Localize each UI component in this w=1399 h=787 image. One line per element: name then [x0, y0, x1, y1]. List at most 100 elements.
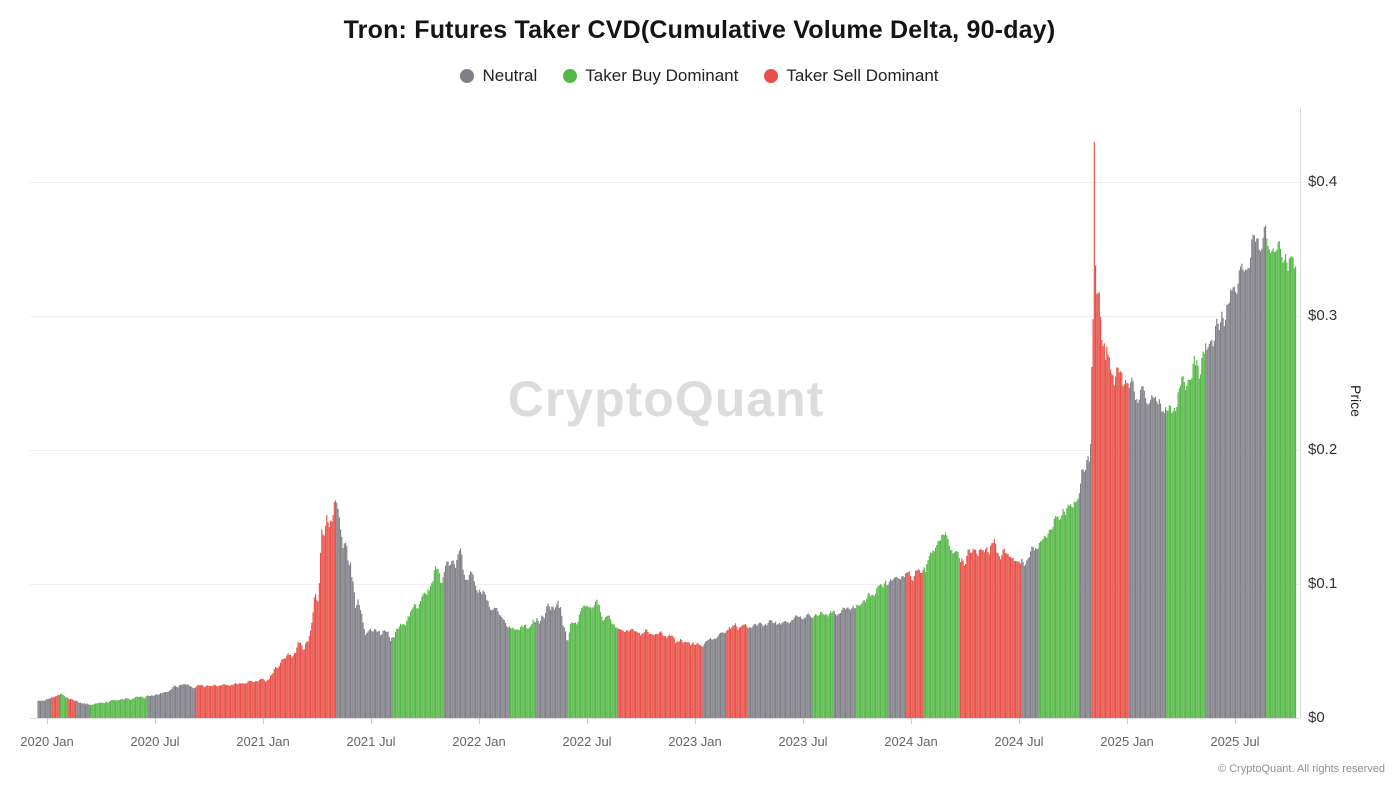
price-bar	[848, 609, 850, 718]
price-bar	[111, 700, 113, 718]
price-bar	[592, 607, 594, 718]
price-bar	[1253, 235, 1255, 718]
legend-item-neutral[interactable]: Neutral	[460, 66, 537, 86]
price-bar	[686, 642, 688, 718]
price-bar	[72, 699, 74, 718]
price-bar	[95, 703, 97, 718]
price-bar	[433, 570, 435, 718]
price-bar	[502, 619, 504, 718]
price-bar	[407, 616, 409, 718]
legend-label: Neutral	[482, 66, 538, 85]
price-bar	[832, 610, 834, 718]
price-bar	[1223, 326, 1225, 718]
price-bar	[161, 693, 163, 718]
price-bar	[326, 515, 328, 718]
price-bar	[1227, 304, 1229, 718]
price-bar	[307, 641, 309, 718]
price-bar	[800, 616, 802, 718]
price-bar	[285, 658, 287, 718]
price-bar	[41, 700, 43, 718]
y-tick-label: $0.4	[1308, 173, 1338, 190]
price-bar	[508, 626, 510, 718]
price-bar	[1056, 516, 1058, 718]
price-bar	[837, 614, 839, 718]
price-bar	[485, 594, 487, 718]
price-bar	[120, 699, 122, 718]
price-bar	[861, 603, 863, 718]
price-bar	[1275, 251, 1277, 718]
price-bar	[1026, 560, 1028, 718]
price-bar	[890, 579, 892, 718]
price-bar	[1191, 378, 1193, 718]
price-bar	[986, 547, 988, 718]
price-bar	[1011, 558, 1013, 718]
price-bar	[1067, 504, 1069, 718]
price-bar	[377, 631, 379, 718]
price-bar	[635, 631, 637, 718]
price-bar	[917, 569, 919, 718]
price-bar	[351, 577, 353, 718]
plot-area[interactable]: CryptoQuant	[30, 108, 1302, 726]
price-bar	[137, 697, 139, 718]
price-bar	[345, 542, 347, 718]
price-bar	[132, 698, 134, 718]
price-bar	[1000, 559, 1002, 718]
price-bar	[773, 623, 775, 718]
price-bar	[616, 627, 618, 718]
price-bar	[446, 561, 448, 718]
legend-item-taker-buy-dominant[interactable]: Taker Buy Dominant	[563, 66, 738, 86]
price-bar	[246, 683, 248, 718]
price-bar	[571, 622, 573, 718]
price-bar	[1221, 311, 1223, 718]
price-bar	[1243, 271, 1245, 718]
price-bar	[993, 538, 995, 718]
price-bar	[196, 685, 198, 718]
price-bar	[496, 608, 498, 718]
price-bar	[447, 561, 449, 718]
price-bar	[1176, 407, 1178, 718]
price-bar	[316, 599, 318, 718]
price-bar	[811, 617, 813, 718]
price-bar	[240, 683, 242, 718]
price-bar	[990, 545, 992, 718]
price-bar	[736, 626, 738, 718]
price-bar	[430, 585, 432, 718]
price-bar	[171, 689, 173, 718]
price-bar	[701, 646, 703, 718]
price-bar	[1241, 263, 1243, 718]
price-bar	[1251, 239, 1253, 718]
price-bar	[1200, 374, 1202, 718]
price-bar	[498, 614, 500, 718]
price-bar	[390, 641, 392, 718]
price-bar	[926, 564, 928, 718]
legend-item-taker-sell-dominant[interactable]: Taker Sell Dominant	[764, 66, 939, 86]
price-bar	[756, 625, 758, 718]
price-bar	[1186, 385, 1188, 718]
price-bar	[1258, 249, 1260, 719]
price-bar	[328, 527, 330, 718]
price-bar	[886, 585, 888, 718]
price-bar	[1212, 346, 1214, 718]
price-bar	[835, 614, 837, 718]
price-bar	[987, 552, 989, 718]
price-bar	[645, 629, 647, 718]
price-bar	[1092, 319, 1094, 718]
price-bar	[1052, 526, 1054, 718]
price-bar	[1167, 410, 1169, 718]
price-bar	[1201, 357, 1203, 718]
price-bar	[537, 620, 539, 718]
price-bar	[1220, 322, 1222, 718]
price-bar	[268, 678, 270, 718]
price-bar	[927, 560, 929, 718]
price-bar	[58, 695, 60, 718]
price-bar	[167, 691, 169, 718]
price-bar	[457, 554, 459, 718]
price-bar	[726, 630, 728, 718]
price-bar	[672, 636, 674, 718]
price-bar	[237, 684, 239, 718]
price-bar	[150, 695, 152, 718]
price-bar	[1285, 254, 1287, 718]
price-bar	[1057, 516, 1059, 718]
price-bar	[795, 615, 797, 718]
price-bar	[100, 702, 102, 718]
